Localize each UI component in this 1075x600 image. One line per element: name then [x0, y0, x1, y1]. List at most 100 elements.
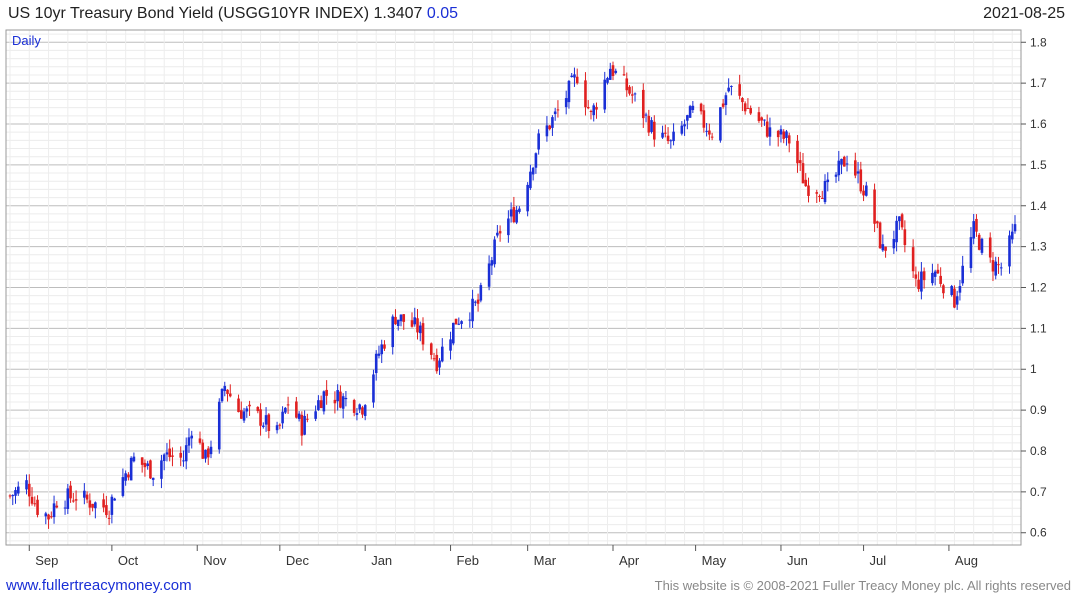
candle-body: [374, 353, 378, 374]
candle-body: [361, 407, 364, 415]
candle-body: [570, 75, 573, 77]
candle-body: [823, 181, 827, 203]
candle-body: [418, 325, 422, 334]
candle-body: [69, 485, 72, 499]
candle-body: [468, 319, 472, 321]
candle-body: [27, 483, 31, 497]
y-tick-label: 1.1: [1030, 321, 1047, 335]
candle-body: [680, 125, 684, 134]
y-tick-label: 1.2: [1030, 281, 1047, 295]
candle-body: [991, 260, 995, 272]
change-value: 0.05: [426, 5, 458, 22]
candle-body: [785, 131, 788, 138]
candle-body: [220, 388, 224, 402]
candle-body: [807, 185, 810, 196]
candle-body: [479, 285, 483, 301]
candle-body: [402, 314, 406, 322]
candles: [8, 61, 1017, 529]
candle-body: [873, 189, 876, 224]
candle-body: [339, 391, 342, 408]
candle-body: [449, 339, 452, 351]
candle-body: [105, 505, 108, 516]
candle-body: [179, 452, 183, 458]
candle-body: [201, 442, 205, 459]
candle-body: [592, 105, 596, 116]
candle-body: [727, 87, 730, 92]
candle-body: [710, 136, 714, 138]
candle-body: [113, 498, 116, 501]
candle-body: [738, 84, 741, 96]
candle-body: [972, 221, 975, 239]
candle-body: [564, 98, 568, 108]
candle-body: [584, 80, 587, 108]
candle-body: [476, 299, 480, 304]
candle-body: [146, 463, 149, 467]
candle-body: [842, 156, 846, 167]
candle-body: [975, 218, 978, 232]
candle-body: [782, 131, 786, 139]
y-tick-label: 1.4: [1030, 199, 1047, 213]
copyright-text: This website is © 2008-2021 Fuller Treac…: [654, 578, 1071, 593]
frequency-label: Daily: [12, 33, 41, 48]
candle-body: [259, 409, 262, 426]
y-tick-label: 1.6: [1030, 117, 1047, 131]
candle-body: [977, 234, 981, 250]
candle-body: [691, 105, 695, 111]
x-axis: Sep Oct Nov Dec Jan Feb Mar Apr May Jun Jul Aug: [28, 545, 978, 568]
candle-body: [168, 448, 171, 458]
candle-body: [914, 274, 918, 279]
candle-body: [529, 171, 532, 189]
candle-body: [608, 68, 612, 80]
candle-body: [498, 231, 502, 234]
candle-body: [779, 129, 783, 135]
candle-body: [471, 298, 474, 322]
candle-body: [352, 400, 356, 413]
x-tick-label: Mar: [534, 553, 557, 568]
candle-body: [204, 449, 207, 459]
candle-body: [237, 398, 240, 413]
candle-body: [306, 418, 309, 420]
candle-body: [900, 214, 904, 228]
candle-body: [969, 237, 973, 269]
candle-body: [52, 503, 56, 518]
candle-body: [994, 261, 998, 276]
y-tick-label: 0.6: [1030, 526, 1047, 540]
candle-body: [303, 415, 306, 435]
x-tick-label: Feb: [457, 553, 479, 568]
candle-body: [440, 346, 444, 362]
candle-body: [127, 474, 130, 478]
candle-body: [892, 239, 896, 249]
candle-body: [322, 391, 326, 412]
candle-body: [226, 389, 229, 394]
candle-body: [699, 103, 703, 112]
candle-body: [452, 322, 455, 344]
candle-body: [743, 103, 747, 112]
candle-body: [669, 140, 673, 142]
candle-body: [881, 244, 885, 251]
candle-body: [297, 413, 301, 419]
candle-body: [862, 190, 865, 196]
candle-body: [281, 411, 284, 424]
candle-body: [198, 438, 202, 443]
y-tick-label: 0.9: [1030, 403, 1047, 417]
chart-date: 2021-08-25: [983, 5, 1065, 22]
candle-body: [980, 238, 984, 253]
candle-body: [396, 319, 400, 326]
candle-body: [730, 85, 733, 87]
candle-body: [575, 76, 579, 84]
candle-body: [595, 106, 598, 110]
candle-body: [603, 79, 607, 110]
candle-body: [787, 135, 791, 144]
candle-body: [124, 473, 127, 481]
candle-body: [121, 477, 125, 496]
x-tick-label: Nov: [203, 553, 227, 568]
website-link[interactable]: www.fullertreacymoney.com: [6, 577, 192, 594]
candle-body: [683, 124, 686, 127]
candle-body: [355, 413, 359, 415]
candle-body: [724, 95, 728, 106]
candle-body: [228, 393, 232, 397]
candle-body: [534, 153, 538, 168]
candle-body: [248, 404, 251, 407]
y-tick-label: 0.8: [1030, 444, 1047, 458]
